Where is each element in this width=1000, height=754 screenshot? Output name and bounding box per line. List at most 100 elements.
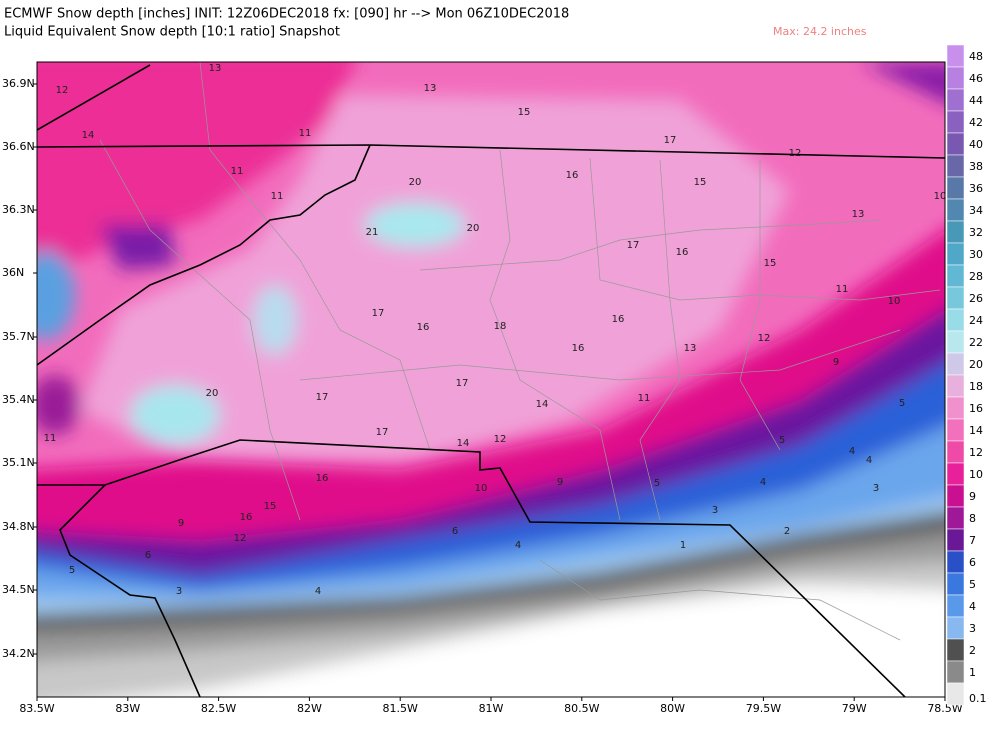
max-label: Max: 24.2 inches [773,25,867,38]
colorbar-label: 3 [969,622,976,635]
field [253,285,297,355]
colorbar-label: 38 [969,160,983,173]
colorbar: 4846444240383634323028262422201816141210… [946,44,987,706]
contour-label: 15 [518,107,531,118]
contour-label: 17 [627,240,640,251]
colorbar-label: 42 [969,116,983,129]
contour-label: 11 [836,284,849,295]
contour-label: 15 [694,177,707,188]
contour-label: 12 [758,333,771,344]
colorbar-label: 18 [969,380,983,393]
county-line [99,139,301,521]
contour-label: 21 [366,227,379,238]
colorbar-swatch [946,242,965,266]
contour-label: 11 [271,191,284,202]
colorbar-swatch [946,572,965,596]
subtitle: Liquid Equivalent Snow depth [10:1 ratio… [4,25,340,40]
contour-label: 6 [145,550,151,561]
contour-label: 11 [638,393,651,404]
contour-label: 9 [557,477,563,488]
colorbar-label: 22 [969,336,983,349]
lat-label: 36.3N [2,203,35,216]
county-lines [99,62,941,641]
contour-label: 2 [784,526,790,537]
field [130,385,220,445]
colorbar-label: 0.1 [969,692,987,705]
colorbar-label: 16 [969,402,983,415]
colorbar-label: 2 [969,644,976,657]
title: ECMWF Snow depth [inches] INIT: 12Z06DEC… [4,7,569,22]
colorbar-swatch [946,396,965,420]
contour-label: 12 [789,148,802,159]
field [37,375,80,435]
county-line [539,559,901,641]
lat-label: 34.8N [2,520,35,533]
colorbar-swatch [946,462,965,486]
contour-label: 11 [231,166,244,177]
colorbar-label: 12 [969,446,983,459]
colorbar-swatch [946,638,965,662]
lat-label: 35.1N [2,456,35,469]
contour-label: 5 [69,565,75,576]
colorbar-label: 28 [969,270,983,283]
colorbar-swatch [946,330,965,354]
contour-label: 4 [760,477,766,488]
state-line [37,439,906,697]
field [365,203,465,247]
contour-label: 13 [209,63,222,74]
contour-label: 5 [779,435,785,446]
contour-label: 13 [852,209,865,220]
county-line [199,62,431,451]
colorbar-swatch [946,286,965,310]
lon-label: 82.5W [201,702,236,715]
lat-label: 36.9N [2,77,35,90]
field [80,95,790,470]
contour-label: 16 [316,473,329,484]
colorbar-swatch [946,110,965,134]
colorbar-label: 5 [969,578,976,591]
colorbar-label: 7 [969,534,976,547]
colorbar-swatch [946,132,965,156]
colorbar-label: 36 [969,182,983,195]
field [860,62,945,103]
colorbar-label: 26 [969,292,983,305]
field [37,250,75,340]
snow-field [37,62,945,470]
contour-label: 15 [264,501,277,512]
field [100,225,175,270]
contour-label: 3 [176,586,182,597]
contour-label: 3 [873,483,879,494]
lon-label: 82W [297,702,322,715]
county-line [299,329,901,381]
colorbar-swatch [946,220,965,244]
contour-label: 11 [299,128,312,139]
state-line [37,144,371,366]
colorbar-label: 30 [969,248,983,261]
contour-label: 13 [684,343,697,354]
contour-label: 4 [515,540,521,551]
county-line [419,219,881,271]
lat-label: 35.7N [2,330,35,343]
lon-label: 79W [842,702,867,715]
contour-label: 14 [82,130,95,141]
contour-label: 3 [712,505,718,516]
contour-label: 11 [44,433,57,444]
colorbar-label: 32 [969,226,983,239]
contour-label: 10 [934,191,947,202]
county-line [639,159,681,521]
state-lines [37,64,945,697]
contour-label: 1 [680,540,686,551]
colorbar-label: 44 [969,94,983,107]
colorbar-label: 24 [969,314,983,327]
colorbar-swatch [946,484,965,508]
colorbar-label: 48 [969,50,983,63]
contour-label: 20 [206,388,219,399]
contour-label: 17 [456,378,469,389]
colorbar-swatch [946,264,965,288]
colorbar-swatch [946,506,965,530]
lon-label: 83.5W [19,702,54,715]
state-line [37,64,151,131]
